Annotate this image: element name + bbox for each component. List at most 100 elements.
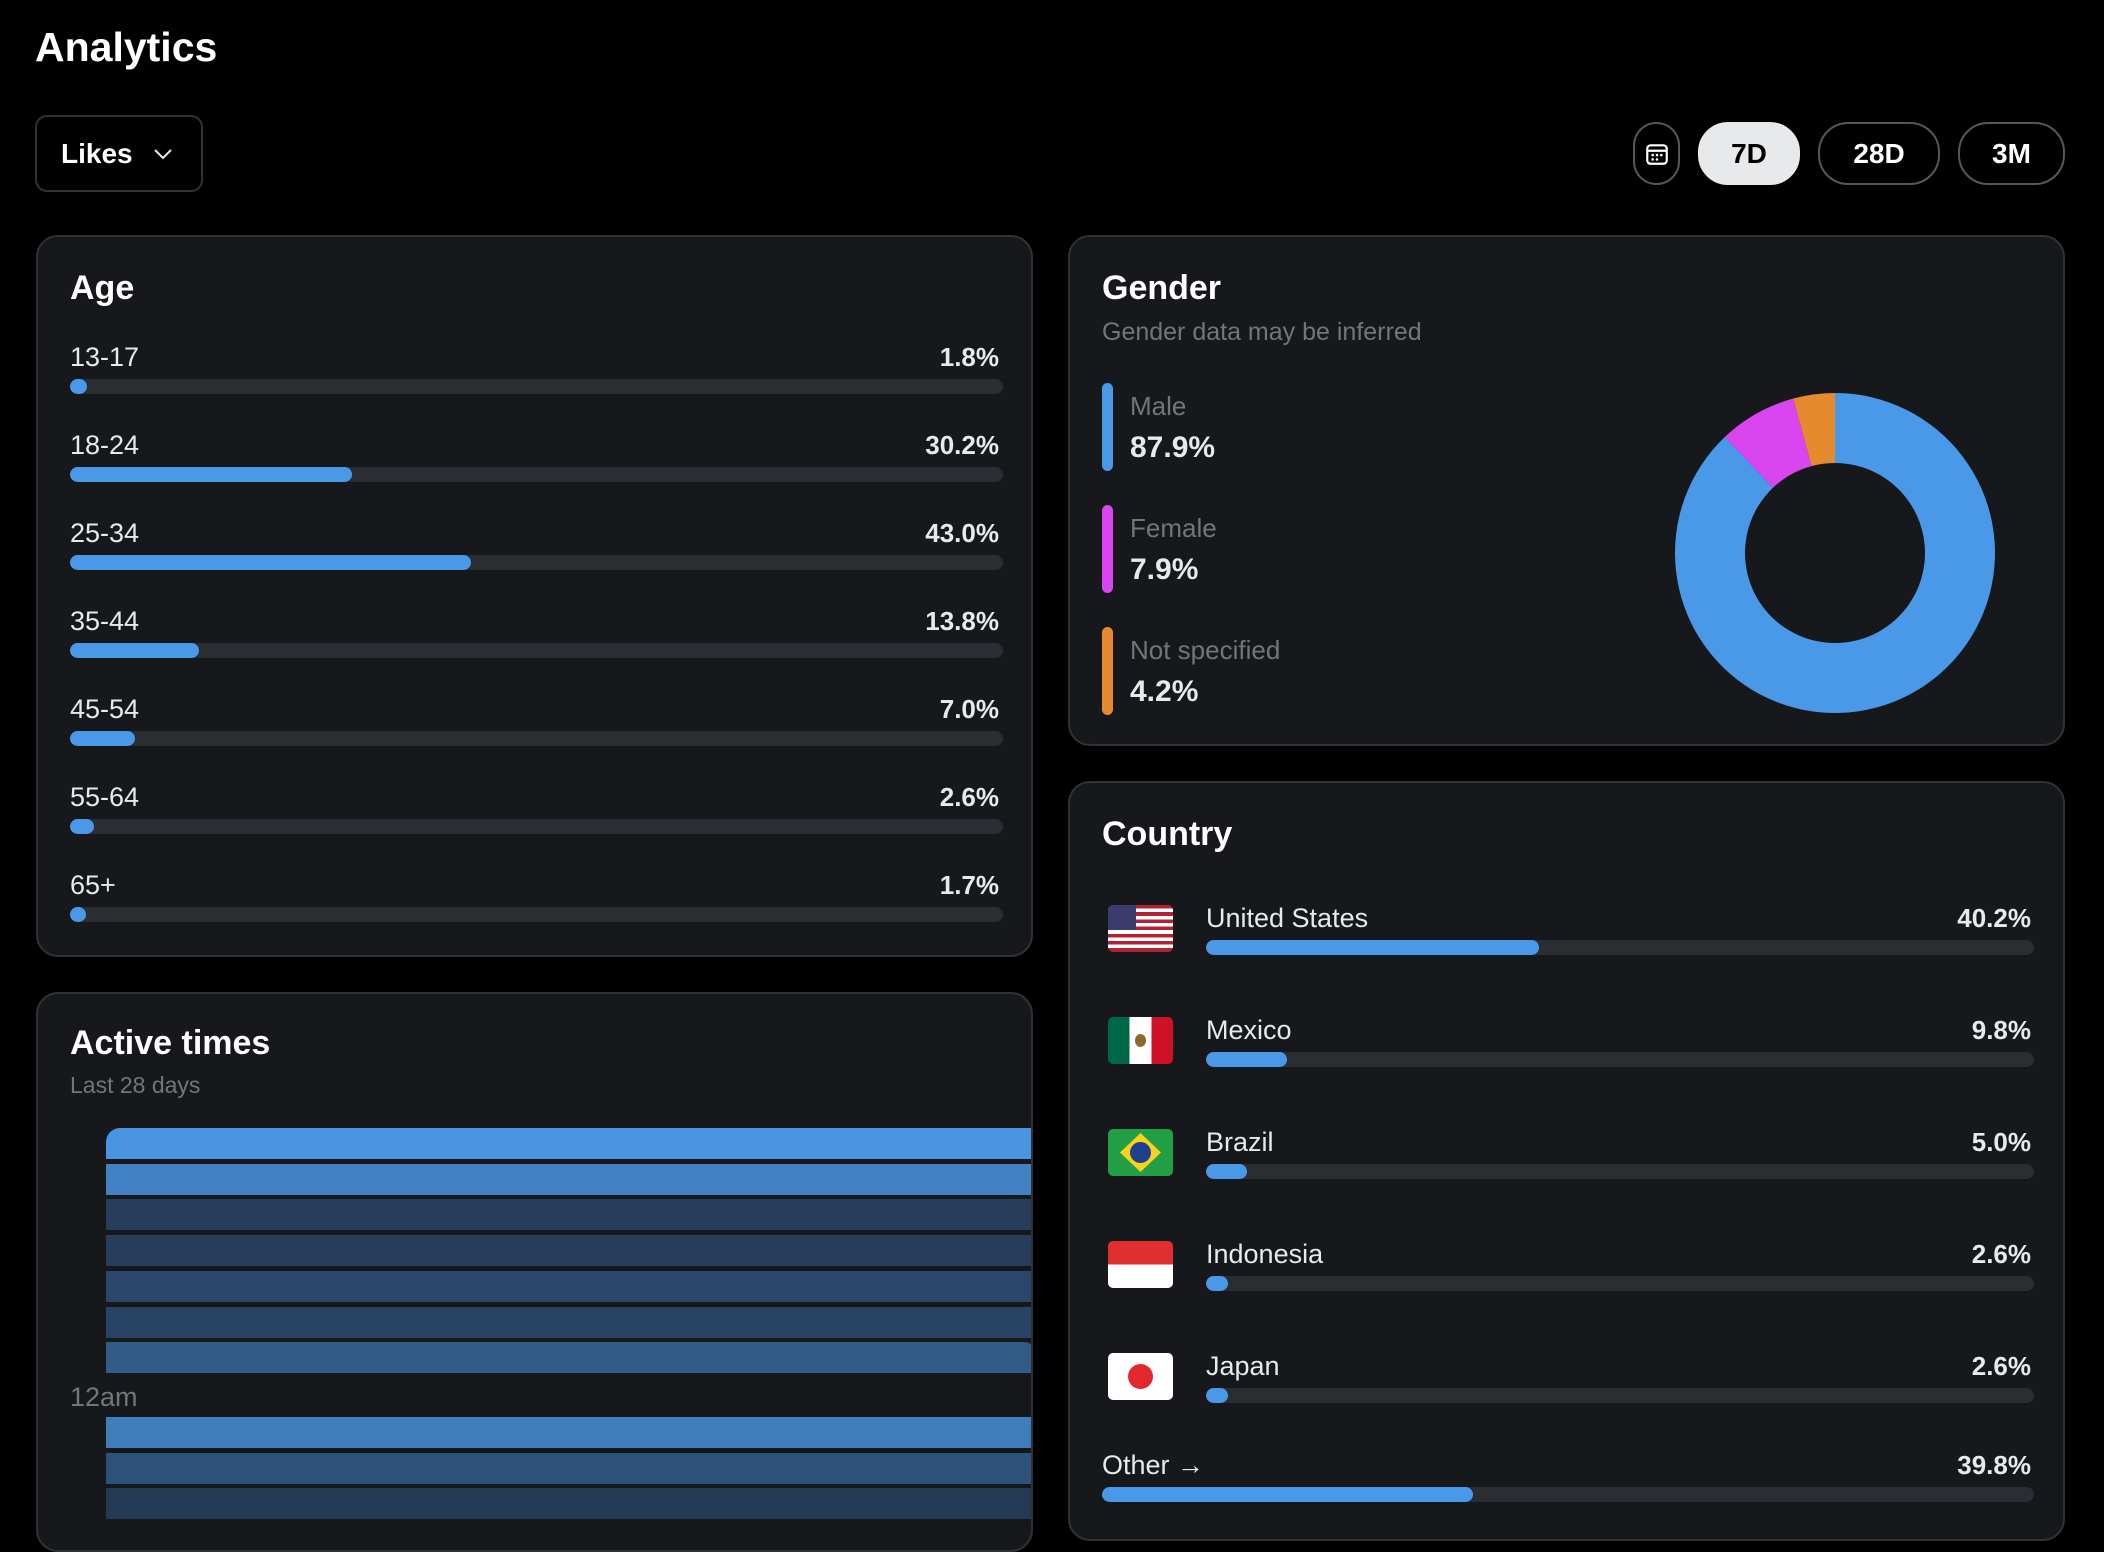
other-bar-track xyxy=(1102,1487,2034,1502)
age-card: Age 13-17 1.8% 18-24 30.2% 25-34 43.0% 35-44 13… xyxy=(36,235,1033,957)
range-3m-button[interactable]: 3M xyxy=(1958,122,2065,185)
country-percent: 9.8% xyxy=(1971,1015,2031,1045)
flag-id-icon xyxy=(1108,1241,1173,1288)
flag-mx-icon xyxy=(1108,1017,1173,1064)
gender-subtitle: Gender data may be inferred xyxy=(1102,318,1422,346)
range-7d-button[interactable]: 7D xyxy=(1698,122,1800,185)
donut-slice-male xyxy=(1675,393,1995,713)
legend-label: Male xyxy=(1130,391,1187,421)
range-28d-button[interactable]: 28D xyxy=(1818,122,1940,185)
country-bar-track xyxy=(1206,1052,2034,1067)
age-bar-fill xyxy=(70,643,199,658)
flag-jp-icon xyxy=(1108,1353,1173,1400)
country-bar-fill xyxy=(1206,1164,1248,1179)
country-bar-fill xyxy=(1206,1052,1288,1067)
age-bar-track xyxy=(70,643,1003,658)
chevron-down-icon xyxy=(153,148,172,159)
donut-slice-female xyxy=(1724,398,1812,488)
age-range-label: 13-17 xyxy=(70,342,140,372)
legend-label: Female xyxy=(1130,513,1217,543)
metric-dropdown[interactable]: Likes xyxy=(35,115,203,192)
age-percent: 2.6% xyxy=(939,782,999,812)
legend-swatch xyxy=(1102,505,1113,593)
country-percent: 2.6% xyxy=(1971,1239,2031,1269)
age-bar-track xyxy=(70,467,1003,482)
calendar-button[interactable] xyxy=(1633,122,1680,185)
country-label: United States xyxy=(1206,903,1369,933)
age-range-label: 25-34 xyxy=(70,518,140,548)
legend-label: Not specified xyxy=(1130,635,1281,665)
legend-swatch xyxy=(1102,627,1113,715)
gender-card: Gender Gender data may be inferred Male 8… xyxy=(1068,235,2065,746)
age-range-label: 55-64 xyxy=(70,782,140,812)
age-percent: 43.0% xyxy=(925,518,999,548)
age-bar-track xyxy=(70,819,1003,834)
metric-dropdown-label: Likes xyxy=(61,137,133,169)
flag-us-icon xyxy=(1108,905,1173,952)
age-bar-fill xyxy=(70,907,86,922)
age-percent: 7.0% xyxy=(939,694,999,724)
age-bar-track xyxy=(70,731,1003,746)
active-hour-block xyxy=(106,1342,1031,1374)
active-hour-block xyxy=(106,1163,1031,1195)
legend-value: 4.2% xyxy=(1130,675,1199,708)
flag-canton xyxy=(1108,905,1136,930)
flag-globe xyxy=(1130,1142,1151,1163)
age-range-label: 45-54 xyxy=(70,694,140,724)
age-range-label: 65+ xyxy=(70,870,116,900)
country-percent: 2.6% xyxy=(1971,1351,2031,1381)
active-hour-block xyxy=(106,1488,1031,1520)
country-label: Indonesia xyxy=(1206,1239,1324,1269)
page-title: Analytics xyxy=(35,24,218,70)
flag-emblem xyxy=(1135,1034,1146,1047)
active-hour-block xyxy=(106,1199,1031,1231)
country-bar-track xyxy=(1206,1164,2034,1179)
legend-swatch xyxy=(1102,383,1113,471)
age-bar-fill xyxy=(70,819,95,834)
age-bar-track xyxy=(70,379,1003,394)
country-bar-fill xyxy=(1206,1388,1228,1403)
active-times-card: Active times Last 28 days 12am xyxy=(36,992,1033,1552)
active-times-title: Active times xyxy=(70,1024,271,1062)
country-bar-track xyxy=(1206,1388,2034,1403)
other-percent: 39.8% xyxy=(1957,1450,2031,1480)
age-bar-track xyxy=(70,555,1003,570)
age-title: Age xyxy=(70,269,135,307)
age-bar-track xyxy=(70,907,1003,922)
age-percent: 30.2% xyxy=(925,430,999,460)
other-bar-fill xyxy=(1102,1487,1473,1502)
active-hour-block xyxy=(106,1270,1031,1302)
calendar-icon xyxy=(1645,143,1668,165)
active-hour-block xyxy=(106,1417,1031,1448)
country-label: Japan xyxy=(1206,1351,1280,1381)
country-title: Country xyxy=(1102,815,1233,853)
country-bar-fill xyxy=(1206,940,1539,955)
age-bar-fill xyxy=(70,379,87,394)
flag-sun xyxy=(1128,1364,1153,1389)
active-hour-block xyxy=(106,1306,1031,1338)
age-range-label: 35-44 xyxy=(70,606,140,636)
age-percent: 13.8% xyxy=(925,606,999,636)
legend-value: 87.9% xyxy=(1130,431,1216,464)
donut-slice-not-specified xyxy=(1793,393,1835,467)
country-bar-track xyxy=(1206,1276,2034,1291)
age-bar-fill xyxy=(70,555,472,570)
other-countries-link[interactable]: Other → xyxy=(1102,1450,1205,1480)
country-label: Mexico xyxy=(1206,1015,1292,1045)
hour-label: 12am xyxy=(70,1382,138,1412)
active-hour-block xyxy=(106,1452,1031,1484)
gender-donut-chart xyxy=(1675,393,1995,713)
age-percent: 1.7% xyxy=(939,870,999,900)
age-range-label: 18-24 xyxy=(70,430,140,460)
country-bar-track xyxy=(1206,940,2034,955)
age-percent: 1.8% xyxy=(939,342,999,372)
country-percent: 40.2% xyxy=(1957,903,2031,933)
age-bar-fill xyxy=(70,467,352,482)
active-times-subtitle: Last 28 days xyxy=(70,1072,201,1098)
flag-br-icon xyxy=(1108,1129,1173,1176)
country-percent: 5.0% xyxy=(1971,1127,2031,1157)
active-hour-block xyxy=(106,1235,1031,1267)
gender-title: Gender xyxy=(1102,269,1222,307)
country-card: Country United States 40.2% Mexico 9.8% Braz… xyxy=(1068,781,2065,1541)
country-bar-fill xyxy=(1206,1276,1228,1291)
